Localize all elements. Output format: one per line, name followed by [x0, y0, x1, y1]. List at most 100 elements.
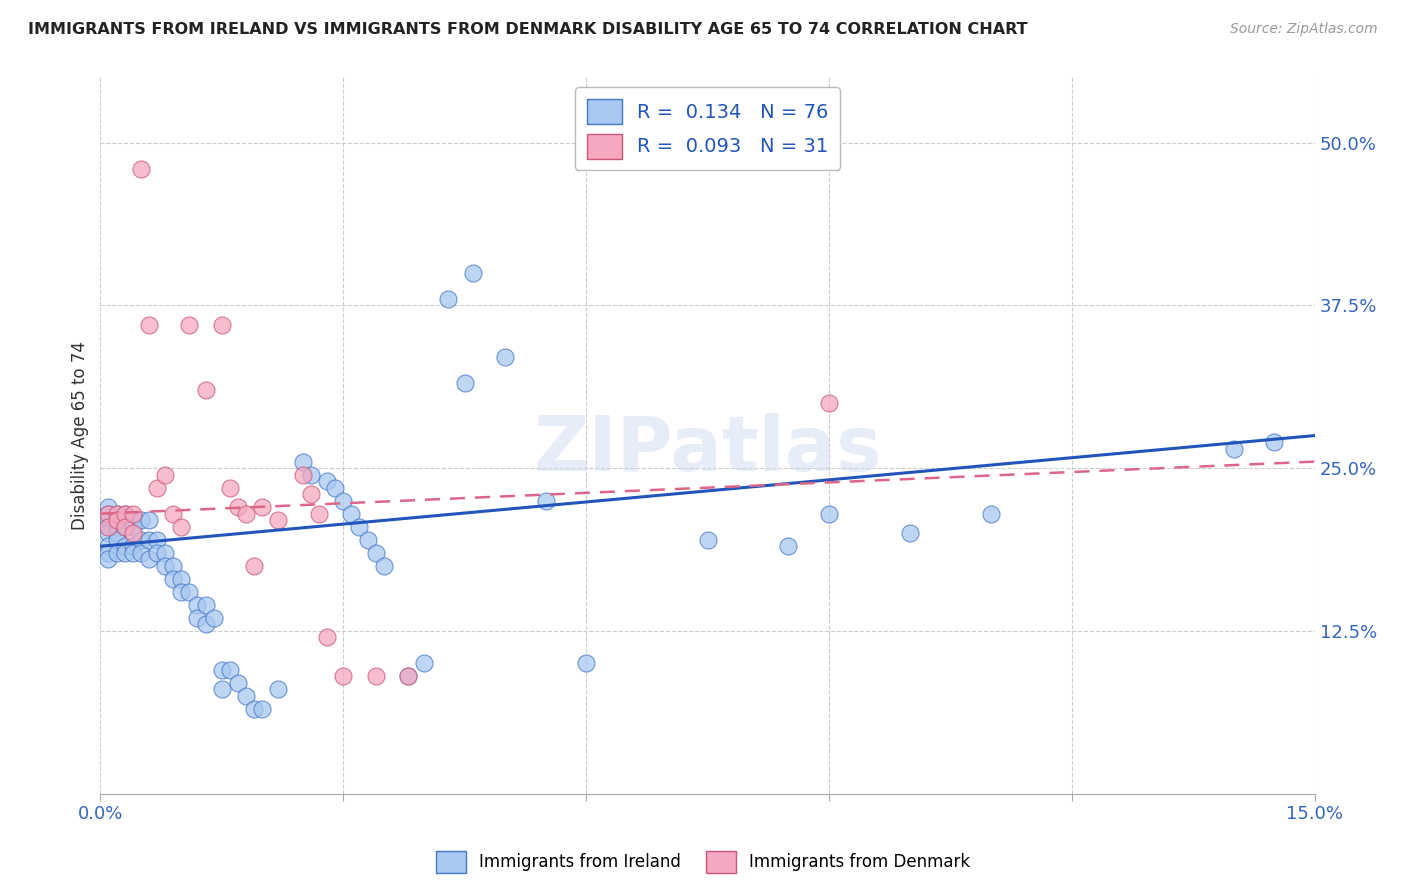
- Point: [114, 507, 136, 521]
- Point: [235, 507, 257, 521]
- Point: [105, 513, 128, 527]
- Point: [219, 481, 242, 495]
- Point: [114, 513, 136, 527]
- Point: [299, 467, 322, 482]
- Point: [202, 611, 225, 625]
- Point: [129, 533, 152, 547]
- Point: [114, 519, 136, 533]
- Point: [364, 546, 387, 560]
- Point: [252, 702, 274, 716]
- Point: [138, 552, 160, 566]
- Point: [153, 467, 176, 482]
- Point: [105, 546, 128, 560]
- Point: [129, 513, 152, 527]
- Point: [316, 474, 339, 488]
- Point: [299, 487, 322, 501]
- Point: [461, 266, 484, 280]
- Point: [153, 558, 176, 573]
- Point: [170, 584, 193, 599]
- Point: [332, 493, 354, 508]
- Point: [211, 663, 233, 677]
- Point: [308, 507, 330, 521]
- Point: [413, 657, 436, 671]
- Point: [252, 500, 274, 515]
- Point: [186, 598, 208, 612]
- Point: [97, 507, 120, 521]
- Point: [349, 519, 371, 533]
- Point: [818, 396, 841, 410]
- Point: [267, 682, 290, 697]
- Point: [105, 519, 128, 533]
- Point: [162, 507, 184, 521]
- Point: [219, 663, 242, 677]
- Point: [153, 546, 176, 560]
- Point: [267, 513, 290, 527]
- Point: [105, 513, 128, 527]
- Point: [396, 669, 419, 683]
- Point: [194, 598, 217, 612]
- Point: [396, 669, 419, 683]
- Point: [211, 318, 233, 332]
- Point: [170, 519, 193, 533]
- Point: [105, 507, 128, 521]
- Point: [114, 507, 136, 521]
- Point: [194, 617, 217, 632]
- Point: [179, 318, 201, 332]
- Point: [146, 533, 169, 547]
- Point: [818, 507, 841, 521]
- Point: [146, 546, 169, 560]
- Point: [97, 552, 120, 566]
- Point: [179, 584, 201, 599]
- Y-axis label: Disability Age 65 to 74: Disability Age 65 to 74: [72, 341, 89, 530]
- Point: [194, 383, 217, 397]
- Text: IMMIGRANTS FROM IRELAND VS IMMIGRANTS FROM DENMARK DISABILITY AGE 65 TO 74 CORRE: IMMIGRANTS FROM IRELAND VS IMMIGRANTS FR…: [28, 22, 1028, 37]
- Legend: Immigrants from Ireland, Immigrants from Denmark: Immigrants from Ireland, Immigrants from…: [429, 845, 977, 880]
- Point: [97, 539, 120, 553]
- Point: [332, 669, 354, 683]
- Point: [121, 507, 143, 521]
- Point: [97, 526, 120, 541]
- Point: [1222, 442, 1244, 456]
- Point: [1263, 435, 1285, 450]
- Point: [373, 558, 395, 573]
- Point: [291, 467, 314, 482]
- Point: [97, 519, 120, 533]
- Point: [105, 533, 128, 547]
- Point: [138, 318, 160, 332]
- Point: [162, 572, 184, 586]
- Point: [534, 493, 557, 508]
- Point: [121, 546, 143, 560]
- Point: [316, 631, 339, 645]
- Point: [453, 376, 475, 391]
- Point: [696, 533, 718, 547]
- Point: [129, 546, 152, 560]
- Point: [186, 611, 208, 625]
- Point: [243, 702, 266, 716]
- Point: [226, 676, 249, 690]
- Point: [97, 507, 120, 521]
- Point: [291, 454, 314, 468]
- Legend: R =  0.134   N = 76, R =  0.093   N = 31: R = 0.134 N = 76, R = 0.093 N = 31: [575, 87, 841, 170]
- Point: [97, 519, 120, 533]
- Point: [105, 507, 128, 521]
- Point: [340, 507, 363, 521]
- Point: [778, 539, 800, 553]
- Point: [138, 513, 160, 527]
- Point: [105, 526, 128, 541]
- Point: [211, 682, 233, 697]
- Point: [980, 507, 1002, 521]
- Point: [97, 500, 120, 515]
- Point: [114, 519, 136, 533]
- Point: [114, 539, 136, 553]
- Point: [437, 292, 460, 306]
- Point: [121, 519, 143, 533]
- Point: [575, 657, 598, 671]
- Point: [121, 526, 143, 541]
- Point: [138, 533, 160, 547]
- Point: [162, 558, 184, 573]
- Text: Source: ZipAtlas.com: Source: ZipAtlas.com: [1230, 22, 1378, 37]
- Point: [146, 481, 169, 495]
- Point: [356, 533, 378, 547]
- Point: [170, 572, 193, 586]
- Point: [121, 513, 143, 527]
